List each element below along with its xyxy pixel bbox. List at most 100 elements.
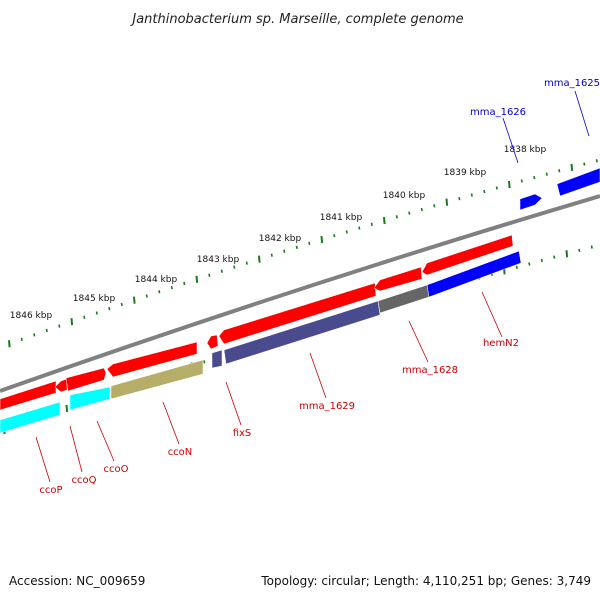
upper-scale-major-tick bbox=[570, 163, 574, 171]
upper-scale-major-tick bbox=[445, 198, 449, 206]
gene-arrow-ccoQ-forward[interactable] bbox=[54, 378, 68, 393]
gene-label-ccoP[interactable]: ccoP bbox=[39, 485, 62, 496]
gene-bar-mma_1625[interactable] bbox=[556, 167, 600, 197]
leader-line-mma_1626 bbox=[502, 117, 519, 164]
upper-scale-minor-tick bbox=[220, 269, 223, 273]
gene-bar-ccoP-reverse[interactable] bbox=[0, 401, 61, 434]
upper-scale-major-tick bbox=[133, 296, 136, 304]
upper-scale-minor-tick bbox=[108, 307, 111, 311]
gene-label-ccoQ[interactable]: ccoQ bbox=[72, 475, 97, 486]
gene-label-mma_1629[interactable]: mma_1629 bbox=[299, 401, 355, 412]
scale-label: 1844 kbp bbox=[135, 275, 178, 285]
leader-line-ccoO bbox=[96, 420, 115, 462]
gene-label-ccoO[interactable]: ccoO bbox=[104, 464, 129, 475]
upper-scale-minor-tick bbox=[270, 253, 273, 257]
upper-scale-major-tick bbox=[70, 318, 74, 326]
scale-label: 1843 kbp bbox=[197, 255, 240, 265]
genome-backbone bbox=[0, 194, 600, 393]
gene-arrow-ccoP-forward[interactable] bbox=[0, 380, 57, 411]
lower-scale-minor-tick bbox=[590, 245, 593, 249]
forward-strand-genes bbox=[0, 234, 514, 411]
upper-scale-minor-tick bbox=[358, 226, 361, 230]
lower-scale-minor-tick bbox=[528, 262, 531, 266]
gene-arrow-mma_1628-forward[interactable] bbox=[373, 266, 423, 292]
leader-line-hemN2 bbox=[481, 291, 503, 338]
upper-scale-minor-tick bbox=[33, 333, 36, 337]
label-leader-lines bbox=[35, 90, 590, 483]
upper-scale-minor-tick bbox=[395, 215, 398, 219]
scale-label: 1846 kbp bbox=[10, 311, 53, 321]
lower-scale-minor-tick bbox=[515, 265, 518, 270]
upper-scale-minor-tick bbox=[83, 315, 86, 319]
gene-arrow-mma_1626[interactable] bbox=[519, 193, 543, 211]
gene-bar-fixS-reverse[interactable] bbox=[211, 349, 223, 369]
upper-scale-minor-tick bbox=[283, 249, 286, 253]
leader-line-mma_1629 bbox=[309, 352, 327, 399]
leader-line-mma_1625 bbox=[574, 90, 590, 137]
upper-scale-minor-tick bbox=[470, 193, 473, 197]
gene-bar-hemN2-reverse[interactable] bbox=[426, 250, 522, 298]
upper-scale-minor-tick bbox=[158, 290, 161, 294]
upper-scale-major-tick bbox=[508, 180, 511, 189]
upper-scale-minor-tick bbox=[433, 204, 436, 208]
upper-scale-minor-tick bbox=[208, 273, 211, 277]
gene-arrow-ccoO-forward[interactable] bbox=[65, 367, 107, 392]
upper-scale-major-tick bbox=[8, 340, 11, 348]
lower-scale-minor-tick bbox=[553, 255, 556, 259]
topology-text: Topology: circular; Length: 4,110,251 bp… bbox=[261, 574, 591, 588]
lower-scale-minor-tick bbox=[203, 360, 206, 364]
upper-scale-major-tick bbox=[258, 255, 261, 263]
scale-labels: 1838 kbp 1839 kbp 1840 kbp 1841 kbp 1842 kbp… bbox=[10, 145, 547, 321]
upper-scale-minor-tick bbox=[120, 302, 123, 307]
lower-scale-minor-tick bbox=[540, 258, 543, 263]
gene-bar-ccoQ-reverse[interactable] bbox=[69, 386, 111, 411]
gene-label-ccoN[interactable]: ccoN bbox=[168, 447, 193, 458]
gene-arrow-ccoN-forward[interactable] bbox=[106, 341, 198, 378]
leader-line-mma_1628 bbox=[408, 320, 429, 363]
gene-arrow-mma_1629-forward[interactable] bbox=[218, 282, 377, 345]
lower-scale-major-tick bbox=[65, 404, 69, 412]
upper-scale-minor-tick bbox=[458, 196, 461, 201]
gene-bar-ccoN-reverse[interactable] bbox=[110, 359, 204, 400]
gene-arrow-hemN2-forward[interactable] bbox=[421, 234, 514, 276]
upper-scale-minor-tick bbox=[520, 179, 523, 183]
gene-label-mma_1626[interactable]: mma_1626 bbox=[470, 107, 526, 118]
scale-label: 1842 kbp bbox=[259, 234, 302, 244]
lower-scale-minor-tick bbox=[578, 248, 581, 253]
upper-scale-minor-tick bbox=[333, 234, 336, 238]
leader-line-ccoN bbox=[162, 401, 180, 445]
map-title: Janthinobacterium sp. Marseille, complet… bbox=[129, 12, 463, 27]
upper-scale-minor-tick bbox=[183, 281, 186, 286]
gene-label-fixS[interactable]: fixS bbox=[233, 428, 252, 439]
gene-bar-mma_1629-reverse[interactable] bbox=[223, 300, 381, 365]
upper-scale-minor-tick bbox=[95, 311, 98, 315]
upper-scale-minor-tick bbox=[20, 337, 23, 341]
upper-scale-minor-tick bbox=[308, 241, 311, 246]
gene-arrow-fixS-forward[interactable] bbox=[206, 334, 219, 350]
upper-scale-minor-tick bbox=[545, 172, 548, 176]
gene-label-hemN2[interactable]: hemN2 bbox=[483, 338, 519, 349]
upper-scale-minor-tick bbox=[45, 328, 48, 333]
upper-scale-minor-tick bbox=[583, 162, 586, 166]
upper-scale-minor-tick bbox=[533, 175, 536, 180]
upper-scale-minor-tick bbox=[558, 169, 561, 173]
gene-label-mma_1625[interactable]: mma_1625 bbox=[544, 78, 600, 89]
upper-scale-minor-tick bbox=[245, 261, 248, 265]
gene-label-mma_1628[interactable]: mma_1628 bbox=[402, 365, 458, 376]
scale-label: 1840 kbp bbox=[383, 191, 426, 201]
scale-label: 1841 kbp bbox=[320, 213, 363, 223]
upper-scale-minor-tick bbox=[595, 159, 598, 163]
upper-scale-minor-tick bbox=[170, 285, 173, 290]
upper-scale-minor-tick bbox=[420, 207, 423, 212]
upper-scale-minor-tick bbox=[295, 245, 298, 249]
upper-scale-minor-tick bbox=[58, 324, 61, 328]
upper-scale-minor-tick bbox=[233, 265, 236, 269]
leader-line-fixS bbox=[225, 381, 242, 426]
upper-scale-minor-tick bbox=[408, 211, 411, 215]
upper-scale-minor-tick bbox=[145, 294, 148, 298]
upper-scale-minor-tick bbox=[370, 222, 373, 226]
reverse-strand-genes bbox=[0, 167, 600, 434]
upper-scale-minor-tick bbox=[483, 189, 486, 194]
scale-label: 1839 kbp bbox=[444, 168, 487, 178]
